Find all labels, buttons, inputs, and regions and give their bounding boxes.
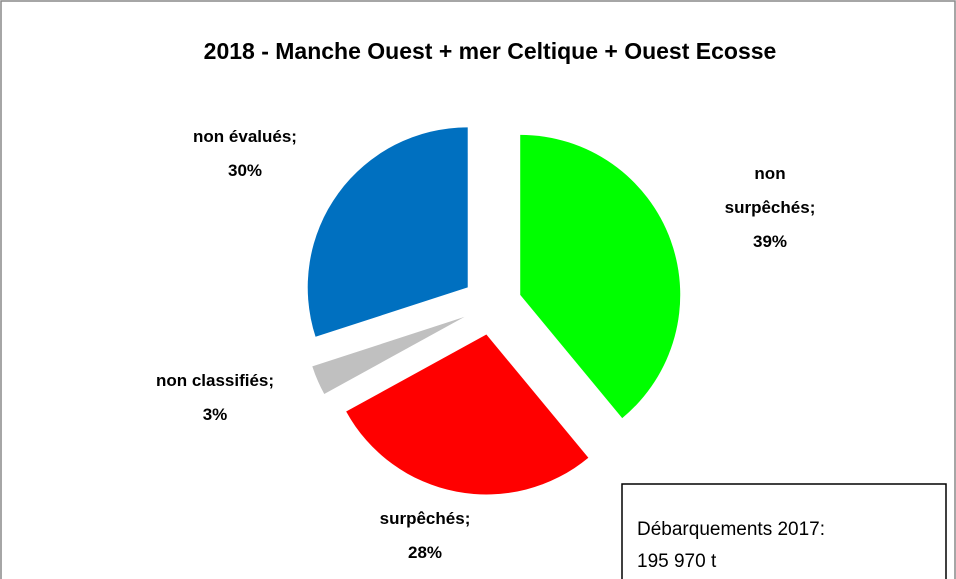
pie-slice: [312, 316, 465, 394]
category-label: non évalués: [193, 127, 291, 146]
category-label: surpêchés: [380, 509, 465, 528]
annotation-box: [621, 483, 947, 579]
label-separator: ;: [810, 198, 816, 217]
data-label: surpêchés; 28%: [380, 509, 471, 562]
data-label: non surpêchés; 39%: [725, 164, 816, 251]
data-label: non classifiés; 3%: [156, 371, 274, 424]
annotation-line: Débarquements 2017:: [637, 519, 825, 540]
category-label: non classifiés: [156, 371, 268, 390]
pie-slice: [307, 127, 468, 337]
annotation-line: 195 970 t: [637, 551, 717, 572]
data-label: non évalués; 30%: [193, 127, 297, 180]
chart-title: 2018 - Manche Ouest + mer Celtique + Oue…: [204, 38, 777, 64]
label-separator: ;: [291, 127, 297, 146]
label-separator: ;: [268, 371, 274, 390]
category-label: non: [754, 164, 785, 183]
pie-slice: [346, 334, 589, 495]
value-label: 30%: [228, 161, 262, 180]
label-separator: ;: [465, 509, 471, 528]
pie-slice: [520, 134, 681, 419]
value-label: 3%: [203, 405, 228, 424]
value-label: 39%: [753, 232, 787, 251]
category-label: surpêchés: [725, 198, 810, 217]
value-label: 28%: [408, 543, 442, 562]
